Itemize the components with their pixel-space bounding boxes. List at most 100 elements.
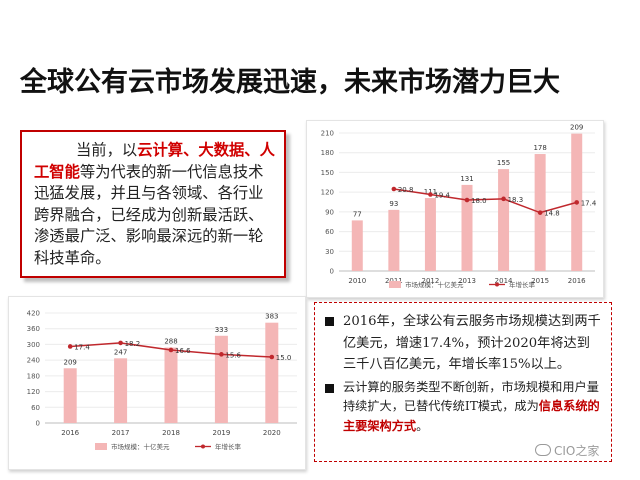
bar-value-label: 333: [215, 326, 228, 334]
bar: [214, 335, 228, 423]
y-tick-label: 90: [325, 208, 334, 216]
y-tick-label: 300: [27, 341, 40, 349]
intro-text-part2: 等为代表的新一代信息技术迅猛发展，并且与各领域、各行业跨界融合，已经成为创新最活…: [34, 162, 264, 267]
y-tick-label: 120: [27, 388, 40, 396]
growth-rate-label: 17.4: [74, 343, 90, 351]
y-tick-label: 0: [36, 420, 40, 428]
watermark-text: CIO之家: [554, 444, 600, 458]
y-tick-label: 60: [325, 228, 334, 236]
growth-rate-point: [168, 347, 174, 353]
key-point-2-highlight: 信息系统的主要架构方式: [343, 399, 600, 433]
key-point-2: 云计算的服务类型不断创新，市场规模和用户量持续扩大，已替代传统IT模式，成为信息…: [323, 378, 601, 437]
x-tick-label: 2016: [61, 429, 79, 437]
legend-bar-label: 市场规模：十亿美元: [405, 280, 464, 289]
y-tick-label: 0: [330, 268, 334, 276]
x-tick-label: 2014: [495, 277, 513, 285]
bar: [114, 358, 128, 423]
x-tick-label: 2018: [162, 429, 180, 437]
key-point-2-text: 云计算的服务类型不断创新，市场规模和用户量持续扩大，已替代传统IT模式，成为: [343, 379, 599, 414]
x-tick-label: 2010: [348, 277, 366, 285]
bar: [498, 169, 510, 271]
chart-panel-bottom: 0 60 120 180 240 300 360 420 209 2016 247 2017 288 20…: [8, 296, 306, 470]
y-tick-label: 30: [325, 248, 334, 256]
watermark: CIO之家: [535, 442, 599, 459]
intro-text-part1: 当前，以: [76, 141, 138, 159]
bar: [461, 184, 473, 271]
growth-rate-label: 20.8: [398, 186, 414, 194]
bar-value-label: 247: [114, 348, 127, 356]
legend-line-label: 年增长率: [215, 442, 242, 451]
bar: [351, 220, 363, 271]
bar: [63, 368, 77, 423]
growth-rate-label: 19.4: [434, 192, 450, 200]
bar-value-label: 77: [353, 210, 362, 218]
chart-2010-2016: 0306090120150180210772010932011111201213…: [321, 124, 597, 289]
wechat-icon: [535, 444, 551, 456]
key-points-box: 2016年，全球公有云服务市场规模达到两千亿美元，增速17.4%，预计2020年…: [314, 302, 612, 462]
growth-rate-label: 15.6: [225, 351, 241, 359]
growth-rate-point: [464, 197, 470, 203]
bar-value-label: 209: [570, 124, 583, 132]
x-tick-label: 2012: [422, 277, 440, 285]
growth-rate-point: [219, 352, 224, 357]
intro-text-box: 当前，以云计算、大数据、人工智能等为代表的新一代信息技术迅猛发展，并且与各领域、…: [20, 130, 286, 278]
bar: [164, 347, 178, 423]
legend-bar-label: 市场规模：十亿美元: [111, 442, 170, 451]
bar-value-label: 131: [460, 175, 473, 183]
bar-value-label: 178: [533, 144, 546, 152]
x-tick-label: 2016: [568, 277, 586, 285]
legend-line-marker: [201, 444, 205, 449]
chart-2016-2020: 0 60 120 180 240 300 360 420 209 2016 247 2017 288 20…: [27, 310, 297, 451]
square-bullet-icon: [325, 383, 334, 393]
bar-value-label: 93: [389, 200, 398, 208]
y-tick-label: 420: [27, 310, 40, 318]
growth-rate-point: [269, 354, 275, 360]
growth-rate-label: 17.4: [581, 199, 597, 207]
x-tick-label: 2015: [531, 277, 549, 285]
x-tick-label: 2013: [458, 277, 476, 285]
bar-value-label: 111: [424, 188, 437, 196]
growth-rate-label: 18.2: [125, 340, 141, 348]
y-tick-label: 240: [27, 357, 40, 365]
x-tick-label: 2020: [263, 429, 281, 437]
y-tick-label: 120: [321, 189, 334, 197]
key-point-2-end: 。: [416, 418, 429, 433]
y-tick-label: 150: [321, 169, 334, 177]
square-bullet-icon: [325, 317, 334, 326]
legend-line-marker: [495, 282, 499, 287]
key-point-1: 2016年，全球公有云服务市场规模达到两千亿美元，增速17.4%，预计2020年…: [323, 311, 601, 376]
growth-rate-point: [118, 340, 123, 346]
x-tick-label: 2019: [212, 429, 230, 437]
y-tick-label: 360: [27, 325, 40, 333]
growth-rate-label: 14.8: [544, 210, 560, 218]
y-tick-label: 180: [321, 149, 334, 157]
growth-rate-label: 16.6: [175, 347, 191, 355]
legend-line-label: 年增长率: [509, 280, 536, 289]
y-tick-label: 180: [27, 372, 40, 380]
slide-title: 全球公有云市场发展迅速，未来市场潜力巨大: [20, 67, 560, 98]
key-point-1-text: 2016年，全球公有云服务市场规模达到两千亿美元，增速17.4%，预计2020年…: [343, 314, 601, 373]
legend-bar-swatch: [389, 281, 401, 288]
growth-rate-point: [537, 210, 543, 215]
bar-value-label: 288: [164, 338, 177, 346]
bar: [265, 322, 279, 423]
growth-rate-point: [501, 196, 506, 202]
growth-rate-label: 15.0: [276, 354, 292, 362]
growth-rate-label: 18.3: [508, 196, 524, 204]
intro-highlight: 云计算、大数据、人工智能: [34, 141, 275, 181]
chart-panel-top: 0306090120150180210772010932011111201213…: [306, 120, 604, 298]
bar-value-label: 209: [64, 358, 77, 366]
bar: [388, 209, 400, 271]
bar: [424, 198, 436, 271]
growth-rate-point: [428, 192, 433, 197]
legend-bar-swatch: [95, 443, 107, 450]
growth-rate-point: [391, 186, 397, 192]
y-tick-label: 60: [31, 404, 40, 412]
bar-value-label: 155: [497, 159, 510, 167]
growth-rate-label: 18.0: [471, 197, 487, 205]
growth-rate-point: [574, 200, 580, 205]
growth-rate-point: [67, 344, 73, 349]
y-tick-label: 210: [321, 130, 334, 138]
bar-value-label: 383: [265, 313, 278, 321]
x-tick-label: 2017: [112, 429, 130, 437]
